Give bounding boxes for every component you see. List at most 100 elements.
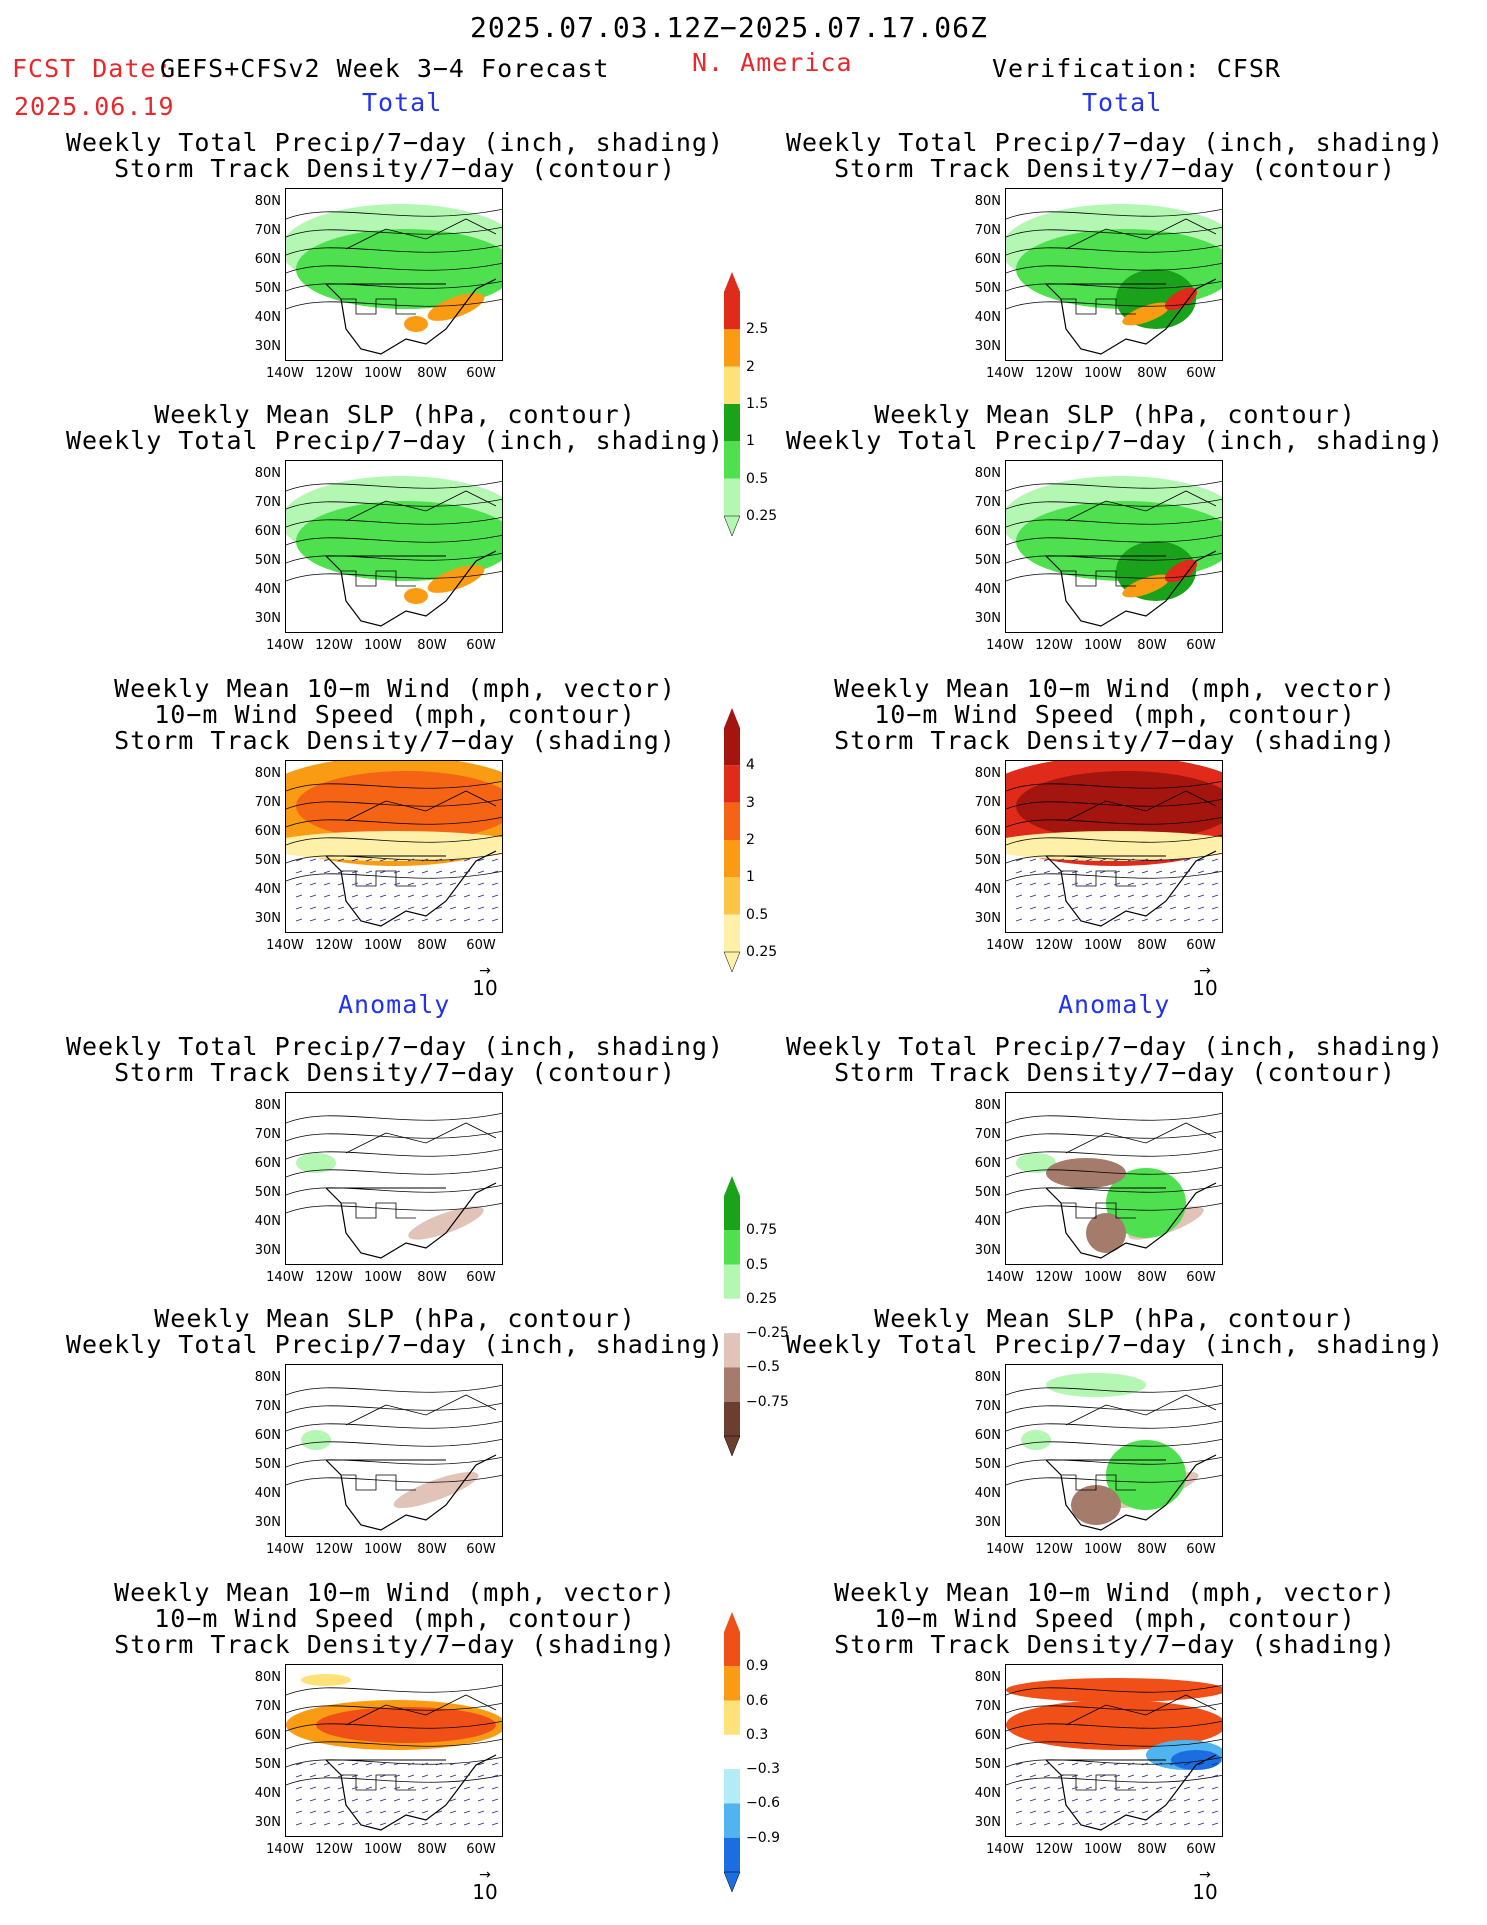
map-graphic: [1006, 1678, 1222, 1831]
lat-tick-label: 80N: [974, 1670, 1001, 1685]
lat-tick-label: 40N: [254, 882, 281, 897]
lat-tick-label: 80N: [254, 1370, 281, 1385]
colorbar-label: 0.25: [746, 508, 778, 524]
lon-tick-label: 80W: [1137, 1270, 1167, 1285]
lat-tick-label: 70N: [974, 1127, 1001, 1142]
colorbar-segment: [724, 366, 740, 404]
panel-title-6-left-line3: Storm Track Density/7−day (shading): [114, 1630, 676, 1659]
colorbar-segment: [724, 1803, 740, 1838]
lat-tick-label: 40N: [254, 1214, 281, 1229]
panel-title-5-right-line1: Weekly Mean SLP (hPa, contour): [874, 1304, 1356, 1333]
panel-title-6-right-line1: Weekly Mean 10−m Wind (mph, vector): [834, 1578, 1396, 1607]
lat-tick-label: 60N: [254, 252, 281, 267]
vector-reference: → 10: [1192, 963, 1218, 1000]
panel-title-2-right-line2: Weekly Total Precip/7−day (inch, shading…: [785, 426, 1445, 455]
lat-tick-label: 70N: [254, 795, 281, 810]
panel-title-5-right-line2: Weekly Total Precip/7−day (inch, shading…: [785, 1330, 1445, 1359]
panel-title-2-right-line1: Weekly Mean SLP (hPa, contour): [874, 400, 1356, 429]
total-left-label: Total: [362, 88, 443, 117]
colorbar-label: 0.75: [746, 1222, 778, 1239]
lon-tick-label: 80W: [1137, 938, 1167, 953]
lon-tick-label: 140W: [986, 938, 1024, 953]
lon-tick-label: 120W: [1035, 1842, 1073, 1857]
lon-tick-label: 120W: [315, 366, 353, 381]
lon-tick-label: 60W: [466, 366, 496, 381]
lon-tick-label: 80W: [417, 938, 447, 953]
vector-reference: → 10: [1192, 1867, 1218, 1904]
lon-tick-label: 60W: [466, 1270, 496, 1285]
vector-reference-value: 10: [1192, 1880, 1218, 1904]
vector-reference-value: 10: [472, 1880, 498, 1904]
lat-tick-label: 80N: [974, 1370, 1001, 1385]
colorbar-segment: [724, 1734, 740, 1770]
colorbar-segment: [724, 1264, 740, 1299]
lat-tick-label: 40N: [254, 1486, 281, 1501]
colorbar-segment: [724, 1700, 740, 1735]
colorbar-segment: [724, 765, 740, 803]
lat-tick-label: 30N: [974, 1243, 1001, 1258]
map-graphic: [1006, 1373, 1222, 1531]
lat-tick-label: 80N: [974, 466, 1001, 481]
lon-tick-label: 140W: [266, 1270, 304, 1285]
colorbar-label: 1: [746, 433, 755, 450]
map-graphic: [1006, 476, 1222, 627]
colorbar-label: 2: [746, 358, 755, 375]
colorbar-precip_total: [723, 272, 741, 537]
colorbar-label: −0.5: [746, 1359, 780, 1376]
lon-tick-label: 80W: [417, 1270, 447, 1285]
colorbar-segment: [724, 329, 740, 367]
map-panel-5-left: [285, 1364, 503, 1537]
panel-title-4-left-line1: Weekly Total Precip/7−day (inch, shading…: [65, 1032, 725, 1061]
lon-tick-label: 140W: [986, 1842, 1024, 1857]
colorbar-label: −0.3: [746, 1761, 780, 1778]
lon-tick-label: 140W: [986, 638, 1024, 653]
panel-title-2-left-line2: Weekly Total Precip/7−day (inch, shading…: [65, 426, 725, 455]
lon-tick-label: 60W: [1186, 1270, 1216, 1285]
anomaly-right-label: Anomaly: [1058, 990, 1171, 1019]
colorbar-label: −0.25: [746, 1325, 789, 1342]
lon-tick-label: 80W: [417, 638, 447, 653]
lon-tick-label: 80W: [417, 366, 447, 381]
lat-tick-label: 50N: [974, 281, 1001, 296]
lat-tick-label: 50N: [254, 1457, 281, 1472]
panel-title-1-left-line2: Storm Track Density/7−day (contour): [114, 154, 676, 183]
panel-title-4-right-line1: Weekly Total Precip/7−day (inch, shading…: [785, 1032, 1445, 1061]
panel-title-5-left-line1: Weekly Mean SLP (hPa, contour): [154, 1304, 636, 1333]
lon-tick-label: 60W: [466, 938, 496, 953]
lon-tick-label: 100W: [364, 1542, 402, 1557]
lat-tick-label: 60N: [254, 1728, 281, 1743]
colorbar-segment: [724, 441, 740, 479]
lon-tick-label: 60W: [466, 1542, 496, 1557]
lon-tick-label: 80W: [1137, 366, 1167, 381]
fcst-date: 2025.06.19: [14, 92, 175, 121]
lat-tick-label: 40N: [254, 1786, 281, 1801]
lat-tick-label: 60N: [254, 1156, 281, 1171]
colorbar-segment: [724, 728, 740, 766]
panel-title-5-left-line2: Weekly Total Precip/7−day (inch, shading…: [65, 1330, 725, 1359]
lon-tick-label: 100W: [364, 366, 402, 381]
lat-tick-label: 60N: [974, 1728, 1001, 1743]
colorbar-segment: [724, 1666, 740, 1701]
model-title: GEFS+CFSv2 Week 3−4 Forecast: [160, 54, 610, 83]
map-panel-6-right: [1005, 1664, 1223, 1837]
lat-tick-label: 40N: [254, 310, 281, 325]
colorbar-label: −0.6: [746, 1795, 780, 1812]
map-panel-4-right: [1005, 1092, 1223, 1265]
colorbar-segment: [724, 914, 740, 952]
colorbar-label: 0.25: [746, 944, 778, 960]
colorbar-segment: [724, 1837, 740, 1872]
lon-tick-label: 60W: [1186, 366, 1216, 381]
lat-tick-label: 30N: [974, 1815, 1001, 1830]
lon-tick-label: 60W: [466, 638, 496, 653]
map-panel-5-right: [1005, 1364, 1223, 1537]
lon-tick-label: 80W: [1137, 638, 1167, 653]
lat-tick-label: 30N: [974, 611, 1001, 626]
colorbar-segment: [724, 1401, 740, 1436]
map-panel-3-left: [285, 760, 503, 933]
colorbar-segment: [724, 292, 740, 330]
map-graphic: [1006, 204, 1222, 355]
lat-tick-label: 40N: [974, 882, 1001, 897]
vector-reference: → 10: [472, 1867, 498, 1904]
lat-tick-label: 30N: [254, 611, 281, 626]
lat-tick-label: 40N: [974, 582, 1001, 597]
